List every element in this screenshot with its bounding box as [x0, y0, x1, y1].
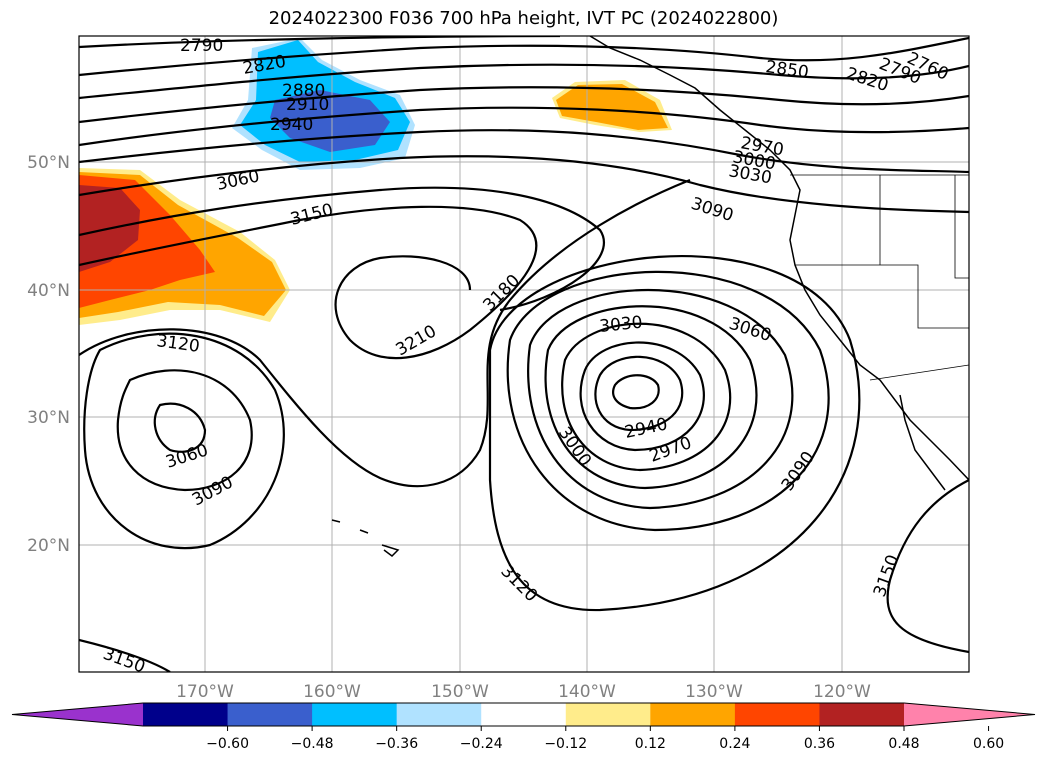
colorbar-tick-label: −0.36 [375, 736, 418, 752]
contour-label: 3150 [870, 552, 904, 599]
colorbar-tick-label: −0.12 [544, 736, 587, 752]
contour-label: 3150 [288, 200, 335, 230]
colorbar-tick-label: −0.24 [460, 736, 503, 752]
lon-label: 160°W [303, 682, 361, 702]
lon-label: 170°W [176, 682, 234, 702]
contour-label: 3060 [215, 166, 261, 195]
contour-label: 2940 [270, 115, 313, 135]
contour-label: 3210 [393, 321, 440, 360]
map-area: 2790 2820 2880 2910 2940 2850 2820 2790 … [79, 36, 969, 672]
height-contours [79, 36, 969, 672]
coastlines [331, 36, 969, 557]
contour-label: 2970 [647, 433, 694, 467]
contour-label: 3030 [598, 313, 643, 337]
borders [790, 174, 969, 381]
colorbar-tick-label: 0.36 [804, 736, 835, 752]
map-frame [78, 35, 970, 673]
colorbar-segment [143, 703, 229, 726]
lat-label: 50°N [27, 153, 70, 173]
colorbar-tick-label: −0.60 [206, 736, 249, 752]
colorbar-tick-label: 0.12 [635, 736, 666, 752]
map-title: 2024022300 F036 700 hPa height, IVT PC (… [268, 8, 779, 29]
lon-label: 130°W [685, 682, 743, 702]
contour-label: 2940 [623, 414, 669, 443]
colorbar-extend-high [904, 703, 1035, 726]
contour-label: 2880 [282, 81, 325, 101]
contour-labels: 2790 2820 2880 2910 2940 2850 2820 2790 … [100, 36, 951, 672]
lon-label: 140°W [558, 682, 616, 702]
colorbar: −0.60 −0.48 −0.36 −0.24 −0.12 0.12 0.24 0.36 0.4… [11, 702, 1036, 752]
colorbar-segment [396, 703, 482, 726]
colorbar-segment [481, 703, 567, 726]
contour-label: 3090 [688, 194, 735, 226]
contour-label: 3090 [189, 472, 237, 510]
graticule [79, 36, 969, 672]
colorbar-tick-label: 0.60 [973, 736, 1004, 752]
ivt-positive-medium-ne [556, 84, 668, 130]
colorbar-segment [227, 703, 313, 726]
colorbar-tick-label: 0.48 [888, 736, 919, 752]
contour-label: 3000 [554, 423, 595, 470]
contour-label: 2790 [180, 36, 223, 56]
colorbar-segment [650, 703, 736, 726]
lon-label: 120°W [813, 682, 871, 702]
colorbar-tick-label: −0.48 [291, 736, 334, 752]
contour-label: 3060 [726, 314, 773, 346]
lat-label: 40°N [27, 281, 70, 301]
lat-label: 30°N [27, 408, 70, 428]
colorbar-segment [312, 703, 398, 726]
contour-label: 3060 [163, 440, 210, 472]
contour-label: 3120 [496, 561, 541, 606]
colorbar-extend-low [12, 703, 143, 726]
lon-label: 150°W [431, 682, 489, 702]
contour-label: 2910 [286, 95, 329, 115]
colorbar-segment [734, 703, 820, 726]
colorbar-segment [565, 703, 651, 726]
lat-label: 20°N [27, 536, 70, 556]
colorbar-outline [11, 702, 1036, 727]
colorbar-tick-label: 0.24 [719, 736, 750, 752]
colorbar-segment [819, 703, 905, 726]
